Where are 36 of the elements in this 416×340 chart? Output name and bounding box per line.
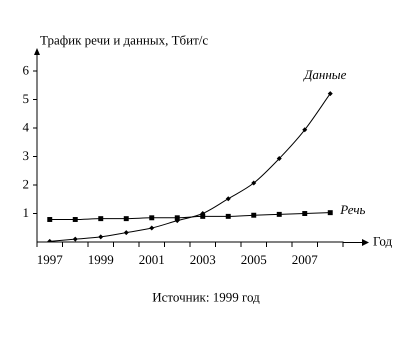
point: [251, 212, 256, 218]
point: [226, 196, 231, 202]
point: [302, 127, 308, 132]
point: [98, 216, 104, 222]
y-axis-title: Трафик речи и данных, Тбит/с: [40, 32, 208, 48]
point: [328, 91, 333, 96]
point: [149, 215, 154, 220]
y-tick-label: 4: [22, 119, 30, 134]
point: [124, 216, 129, 222]
point: [72, 236, 78, 242]
x-tick-label: 2001: [138, 252, 165, 268]
point: [302, 211, 308, 216]
x-tick-label: 1997: [36, 252, 64, 268]
y-tick-label: 6: [22, 62, 30, 78]
point: [47, 217, 52, 222]
text: Источник: 1999 год: [152, 289, 260, 304]
x-tick-label: 1999: [88, 252, 114, 268]
point: [72, 217, 78, 222]
point: [276, 156, 282, 162]
series-label: Речь: [339, 202, 366, 218]
point: [251, 180, 256, 186]
x-tick-label: 2003: [190, 252, 216, 268]
y-tick-label: 3: [22, 148, 29, 163]
y-tick-label: 2: [22, 176, 29, 192]
y-tick-label: 5: [22, 91, 29, 106]
point: [98, 234, 104, 240]
point: [276, 212, 282, 217]
x-axis-title: Год: [373, 233, 392, 248]
point: [149, 226, 154, 231]
point: [328, 210, 333, 216]
point: [226, 214, 231, 219]
x-tick-label: 2007: [292, 252, 318, 268]
y-tick-label: 1: [22, 204, 29, 220]
point: [124, 230, 129, 236]
series-label: Данные: [302, 67, 347, 82]
x-tick-label: 2005: [240, 252, 267, 268]
